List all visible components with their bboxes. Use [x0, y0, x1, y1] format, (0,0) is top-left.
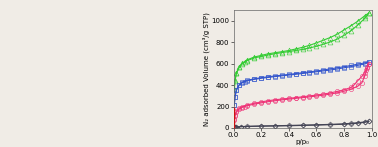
- Y-axis label: N₂ adsorbed Volume (cm³/g STP): N₂ adsorbed Volume (cm³/g STP): [203, 12, 210, 126]
- X-axis label: p/p₀: p/p₀: [296, 140, 310, 145]
